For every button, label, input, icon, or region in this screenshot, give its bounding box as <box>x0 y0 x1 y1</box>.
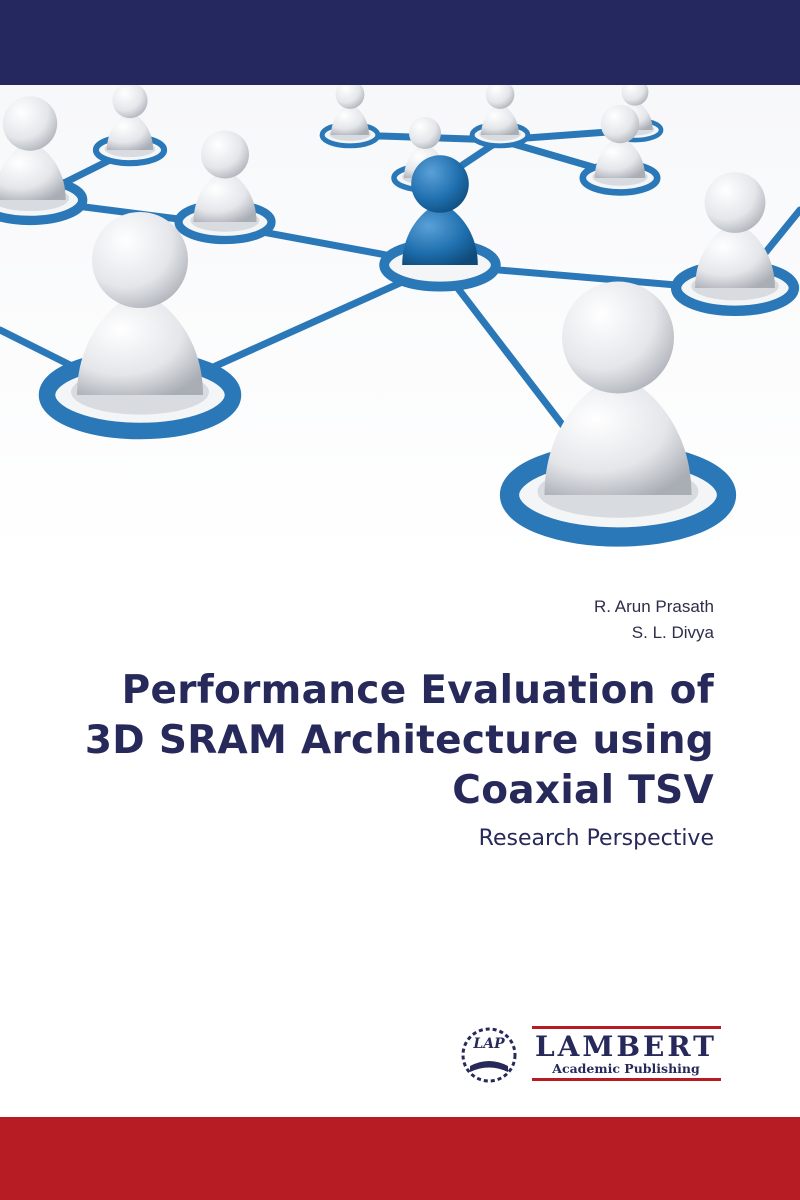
publisher-imprint: Academic Publishing <box>551 1061 700 1076</box>
publisher-badge: LAP <box>472 1036 505 1052</box>
author: S. L. Divya <box>631 623 714 642</box>
authors: R. Arun Prasath S. L. Divya <box>594 594 714 646</box>
title-line: Coaxial TSV <box>452 768 714 813</box>
book-title: Performance Evaluation of 3D SRAM Archit… <box>85 666 714 816</box>
bottom-band <box>0 1117 800 1200</box>
top-band <box>0 0 800 85</box>
publisher-name: LAMBERT <box>535 1030 717 1063</box>
title-line: Performance Evaluation of <box>121 668 714 713</box>
cover-illustration <box>0 85 800 568</box>
title-line: 3D SRAM Architecture using <box>84 718 714 763</box>
author: R. Arun Prasath <box>593 597 714 616</box>
publisher-logo: LAP LAMBERT Academic Publishing <box>461 1026 721 1083</box>
subtitle: Research Perspective <box>478 826 714 851</box>
